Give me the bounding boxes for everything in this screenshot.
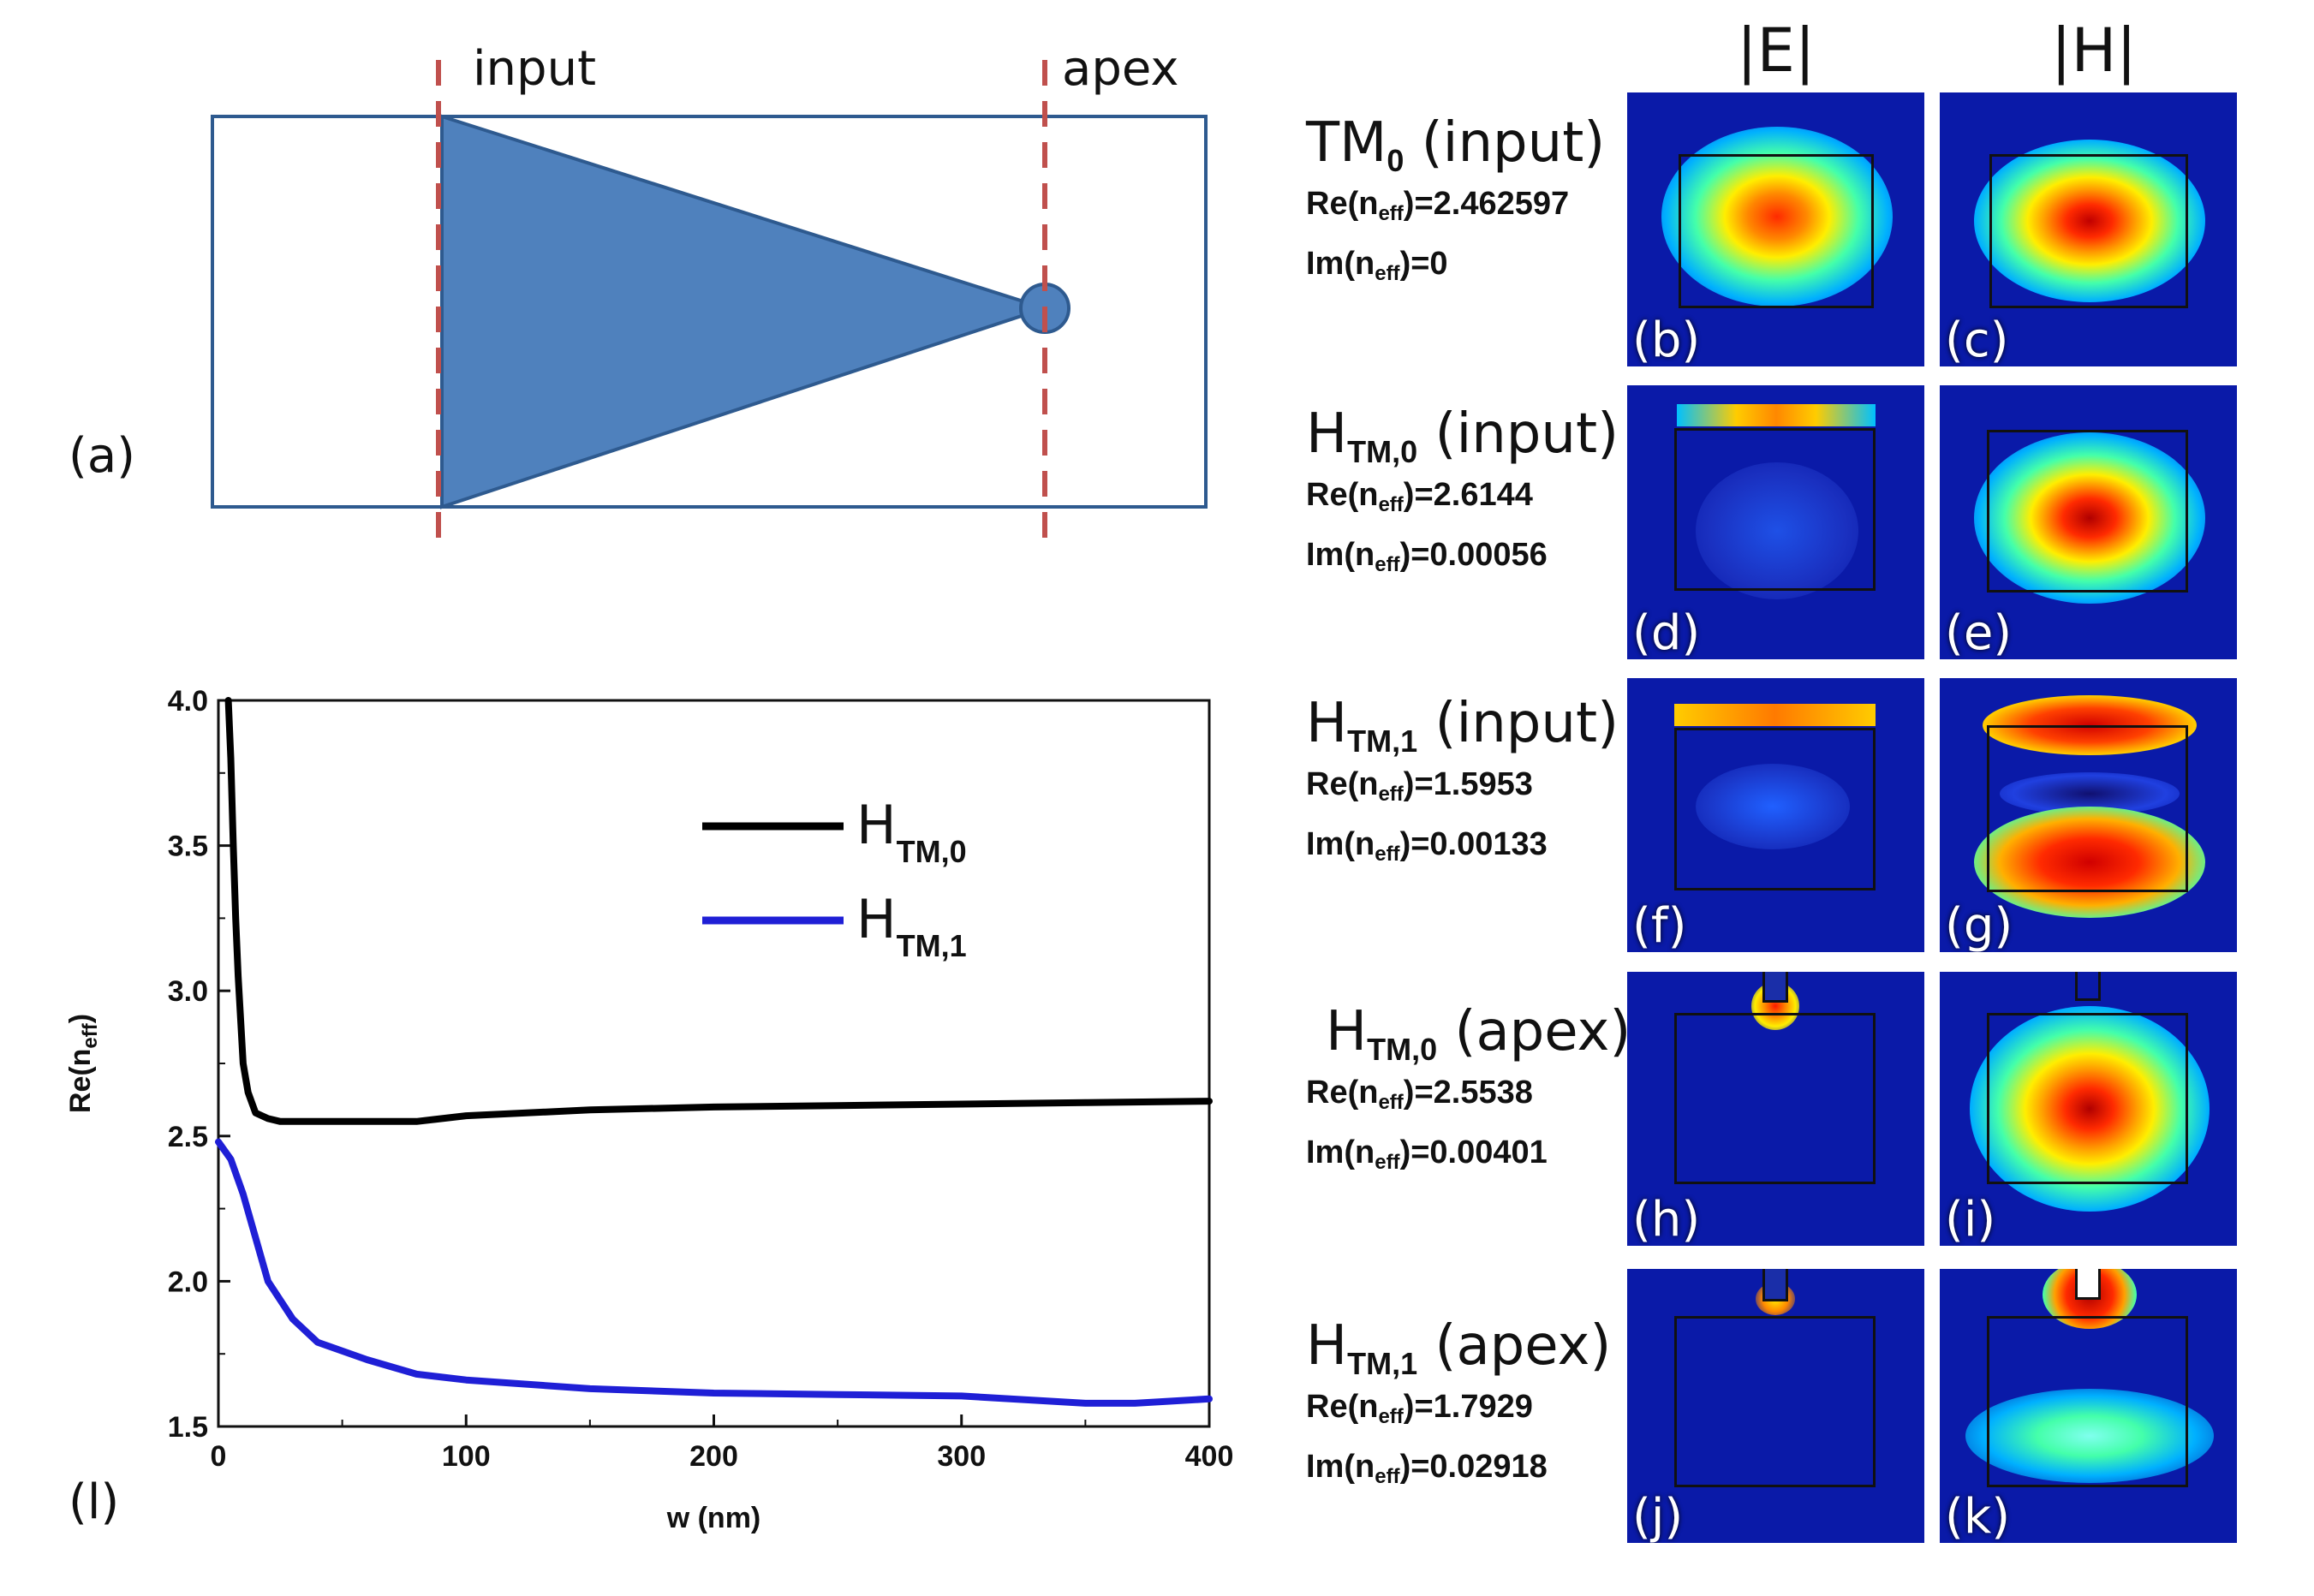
panel-c-label: (c) bbox=[1945, 313, 2009, 366]
x-tick-label: 400 bbox=[1185, 1440, 1234, 1473]
y-axis-label: Re(neff) bbox=[64, 1014, 102, 1113]
field-map-g: (g) bbox=[1940, 678, 2237, 952]
panel-h-label: (h) bbox=[1632, 1192, 1701, 1246]
re-neff: Re(neff)=2.5538 bbox=[1306, 1075, 1533, 1114]
h-field-header: |H| bbox=[2051, 15, 2137, 86]
waveguide-box bbox=[211, 115, 1208, 509]
x-tick-label: 300 bbox=[937, 1440, 986, 1473]
legend-label-0: HTM,0 bbox=[856, 794, 967, 869]
mode-title: TM0 (input) bbox=[1306, 111, 1606, 178]
field-map-e: (e) bbox=[1940, 385, 2237, 659]
x-tick-label: 200 bbox=[689, 1440, 738, 1473]
x-tick-label: 100 bbox=[442, 1440, 491, 1473]
mode-title: HTM,1 (apex) bbox=[1306, 1314, 1612, 1381]
x-axis-label: w (nm) bbox=[666, 1502, 761, 1534]
panel-k-label: (k) bbox=[1945, 1489, 2011, 1543]
panel-e-label: (e) bbox=[1945, 605, 2013, 659]
series-line-0 bbox=[224, 697, 1213, 1125]
im-neff: Im(neff)=0 bbox=[1306, 246, 1448, 285]
field-map-f: (f) bbox=[1627, 678, 1924, 952]
y-tick-label: 3.5 bbox=[168, 831, 208, 863]
series-line-1 bbox=[215, 1138, 1213, 1407]
apex-label: apex bbox=[1062, 41, 1179, 97]
mode-row-1: HTM,0 (input) Re(neff)=2.6144 Im(neff)=0… bbox=[1306, 402, 1619, 590]
panel-d-label: (d) bbox=[1632, 605, 1701, 659]
mode-row-2: HTM,1 (input) Re(neff)=1.5953 Im(neff)=0… bbox=[1306, 692, 1619, 879]
mode-title: HTM,0 (input) bbox=[1306, 402, 1619, 469]
field-map-i: (i) bbox=[1940, 972, 2237, 1246]
re-neff: Re(neff)=1.5953 bbox=[1306, 766, 1533, 806]
panel-b-label: (b) bbox=[1632, 313, 1701, 366]
re-neff: Re(neff)=1.7929 bbox=[1306, 1389, 1533, 1428]
panel-f-label: (f) bbox=[1632, 898, 1687, 952]
re-neff: Re(neff)=2.6144 bbox=[1306, 477, 1533, 516]
field-map-d: (d) bbox=[1627, 385, 1924, 659]
neff-chart: 0 100 200 300 400 1.5 2.0 2.5 3.0 3.5 4.0 w (nm) Re(… bbox=[64, 685, 1234, 1534]
mode-title: HTM,1 (input) bbox=[1306, 692, 1619, 759]
y-tick-label: 2.0 bbox=[168, 1265, 208, 1298]
y-tick-label: 3.0 bbox=[168, 975, 208, 1008]
re-neff: Re(neff)=2.462597 bbox=[1306, 186, 1570, 225]
taper-triangle bbox=[440, 114, 1051, 509]
y-tick-label: 1.5 bbox=[168, 1411, 208, 1444]
legend-label-1: HTM,1 bbox=[856, 888, 967, 963]
mode-title: HTM,0 (apex) bbox=[1326, 1000, 1631, 1067]
panel-i-label: (i) bbox=[1945, 1192, 1996, 1246]
field-map-c: (c) bbox=[1940, 92, 2237, 366]
field-map-j: (j) bbox=[1627, 1269, 1924, 1543]
mode-row-0: TM0 (input) Re(neff)=2.462597 Im(neff)=0 bbox=[1306, 111, 1605, 299]
panel-g-label: (g) bbox=[1945, 898, 2013, 952]
panel-l-label: (l) bbox=[69, 1474, 120, 1530]
plot-frame bbox=[217, 699, 1211, 1428]
panel-j-label: (j) bbox=[1632, 1489, 1684, 1543]
field-map-h: (h) bbox=[1627, 972, 1924, 1246]
y-tick-label: 4.0 bbox=[168, 685, 208, 718]
mode-row-4: HTM,1 (apex) Re(neff)=1.7929 Im(neff)=0.… bbox=[1306, 1314, 1611, 1502]
input-label: input bbox=[473, 41, 597, 97]
taper-schematic bbox=[211, 60, 1208, 548]
y-tick-label: 2.5 bbox=[168, 1121, 208, 1153]
mode-row-3: HTM,0 (apex) Re(neff)=2.5538 Im(neff)=0.… bbox=[1306, 1000, 1631, 1188]
im-neff: Im(neff)=0.00056 bbox=[1306, 537, 1548, 576]
panel-a-label: (a) bbox=[69, 428, 136, 484]
x-tick-label: 0 bbox=[211, 1440, 227, 1473]
field-map-b: (b) bbox=[1627, 92, 1924, 366]
e-field-header: |E| bbox=[1737, 15, 1816, 86]
im-neff: Im(neff)=0.00133 bbox=[1306, 826, 1548, 866]
im-neff: Im(neff)=0.00401 bbox=[1306, 1134, 1548, 1174]
field-map-k: (k) bbox=[1940, 1269, 2237, 1543]
im-neff: Im(neff)=0.02918 bbox=[1306, 1449, 1548, 1488]
